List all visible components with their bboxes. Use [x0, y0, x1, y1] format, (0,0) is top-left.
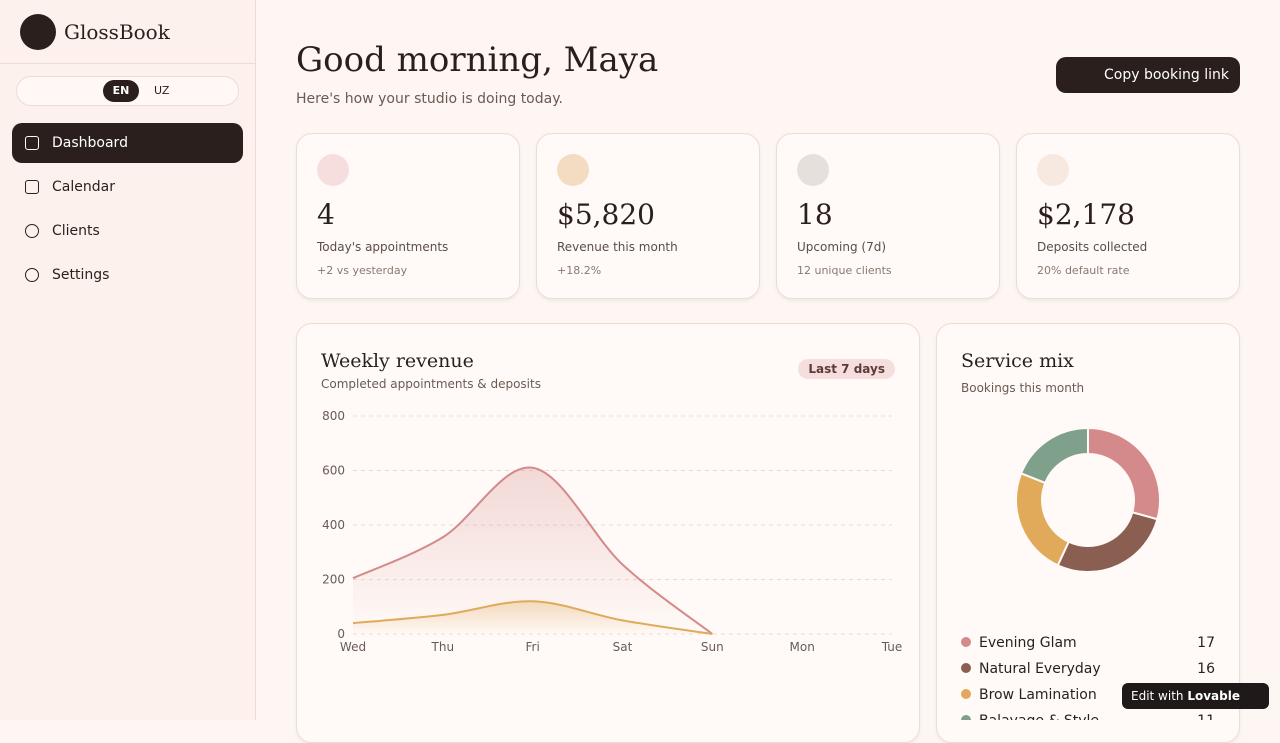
stat-value: 18: [797, 198, 833, 231]
stat-note: +2 vs yesterday: [317, 264, 408, 277]
nav-label: Clients: [52, 223, 100, 239]
stat-value: $5,820: [557, 198, 655, 231]
nav-label: Dashboard: [52, 135, 128, 151]
stat-value: 4: [317, 198, 335, 231]
stat-icon: [557, 154, 589, 186]
stat-label: Upcoming (7d): [797, 240, 887, 254]
language-switch: EN UZ: [16, 76, 239, 106]
copy-link-button[interactable]: Copy booking link: [1056, 57, 1240, 93]
subtitle: Here's how your studio is doing today.: [296, 91, 563, 107]
lang-en[interactable]: EN: [103, 80, 139, 102]
stat-icon: [317, 154, 349, 186]
stat-note: 12 unique clients: [797, 264, 892, 277]
stat-card: 4 Today's appointments +2 vs yesterday: [296, 133, 520, 299]
sidebar: GlossBook EN UZ Dashboard Calendar Client…: [0, 0, 256, 720]
stat-label: Today's appointments: [317, 240, 449, 254]
nav-item[interactable]: Calendar: [12, 167, 243, 207]
brand-name: GlossBook: [64, 20, 170, 44]
stat-icon: [1037, 154, 1069, 186]
stat-icon: [797, 154, 829, 186]
edit-badge[interactable]: Edit with Lovable: [1122, 683, 1269, 709]
lang-uz[interactable]: UZ: [154, 84, 170, 97]
chart-subtitle: Completed appointments & deposits: [321, 377, 541, 391]
range-badge[interactable]: Last 7 days: [798, 359, 895, 379]
badge-text: Edit with: [1131, 689, 1184, 703]
stat-card: $5,820 Revenue this month +18.2%: [536, 133, 760, 299]
nav-item[interactable]: Dashboard: [12, 123, 243, 163]
separator: [0, 63, 255, 64]
service-card: Service mix Bookings this month: [936, 323, 1240, 743]
nav-item[interactable]: Settings: [12, 255, 243, 295]
revenue-card: Weekly revenue Completed appointments & …: [296, 323, 920, 743]
stat-note: +18.2%: [557, 264, 602, 277]
stat-card: $2,178 Deposits collected 20% default ra…: [1016, 133, 1240, 299]
stat-value: $2,178: [1037, 198, 1135, 231]
chart-title: Weekly revenue: [321, 350, 474, 372]
chart-subtitle: Bookings this month: [961, 381, 1085, 395]
nav-label: Settings: [52, 267, 110, 283]
stat-card: 18 Upcoming (7d) 12 unique clients: [776, 133, 1000, 299]
logo: [20, 14, 56, 50]
stat-label: Deposits collected: [1037, 240, 1148, 254]
brand: GlossBook: [20, 14, 170, 50]
stat-label: Revenue this month: [557, 240, 678, 254]
greeting: Good morning, Maya: [296, 40, 659, 80]
nav-item[interactable]: Clients: [12, 211, 243, 251]
badge-brand: Lovable: [1187, 689, 1240, 703]
stat-note: 20% default rate: [1037, 264, 1130, 277]
chart-title: Service mix: [961, 350, 1074, 372]
nav-label: Calendar: [52, 179, 115, 195]
